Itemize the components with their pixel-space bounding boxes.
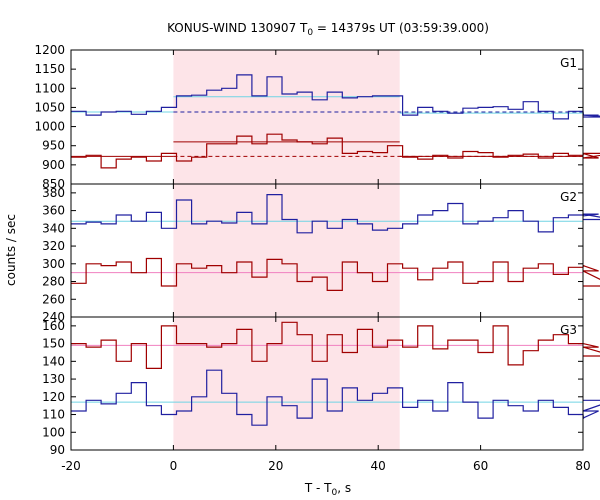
y-tick-label: 1100: [34, 81, 65, 95]
x-tick-label: 80: [575, 459, 590, 473]
panel-g2: 240 260 280 300 320 340 360 380 G2: [42, 183, 600, 324]
panel-label: G2: [560, 190, 577, 204]
y-tick-label: 300: [42, 257, 65, 271]
y-tick-label: 160: [42, 319, 65, 333]
y-tick-label: 950: [42, 139, 65, 153]
y-tick-label: 1200: [34, 43, 65, 57]
y-tick-label: 120: [42, 390, 65, 404]
y-tick-label: 100: [42, 425, 65, 439]
y-tick-label: 320: [42, 239, 65, 253]
shaded-interval: [173, 184, 400, 317]
series-line-red: [71, 133, 600, 169]
y-tick-label: 110: [42, 408, 65, 422]
series-line-blue: [71, 74, 600, 120]
x-axis-label: T - T0, s: [304, 481, 351, 498]
series-line-red: [71, 321, 600, 369]
y-tick-label: 1000: [34, 120, 65, 134]
series-line-red: [71, 257, 600, 291]
x-tick-label: 20: [268, 459, 283, 473]
shaded-interval: [173, 317, 400, 450]
x-tick-label: -20: [61, 459, 81, 473]
x-tick-label: 0: [170, 459, 178, 473]
panel-g3: 90 100 110 120 130 140 150 160 G3: [42, 316, 600, 457]
panel-frame: [70, 316, 584, 451]
y-tick-label: 150: [42, 337, 65, 351]
panels-group: 85090095010001050110011501200G1240260280…: [34, 43, 600, 473]
series-line-blue: [71, 194, 600, 234]
panel-g1: 850 900 950 1000 1050 1100 1150 1200 G1: [34, 43, 600, 191]
y-axis-label: counts / sec: [4, 214, 18, 286]
y-tick-label: 900: [42, 158, 65, 172]
y-tick-label: 90: [50, 443, 65, 457]
chart-title: KONUS-WIND 130907 T0 = 14379s UT (03:59:…: [167, 21, 489, 38]
y-tick-label: 340: [42, 221, 65, 235]
y-tick-label: 280: [42, 275, 65, 289]
y-tick-label: 850: [42, 177, 65, 191]
y-tick-label: 1050: [34, 100, 65, 114]
shaded-interval: [173, 50, 400, 184]
panel-label: G3: [560, 323, 577, 337]
y-tick-label: 380: [42, 186, 65, 200]
y-tick-label: 260: [42, 292, 65, 306]
y-tick-label: 240: [42, 310, 65, 324]
y-tick-label: 1150: [34, 62, 65, 76]
series-line-blue: [71, 369, 600, 426]
x-tick-label: 60: [473, 459, 488, 473]
y-tick-label: 140: [42, 354, 65, 368]
panel-label: G1: [560, 56, 577, 70]
x-tick-label: 40: [371, 459, 386, 473]
y-tick-label: 130: [42, 372, 65, 386]
y-tick-label: 360: [42, 204, 65, 218]
